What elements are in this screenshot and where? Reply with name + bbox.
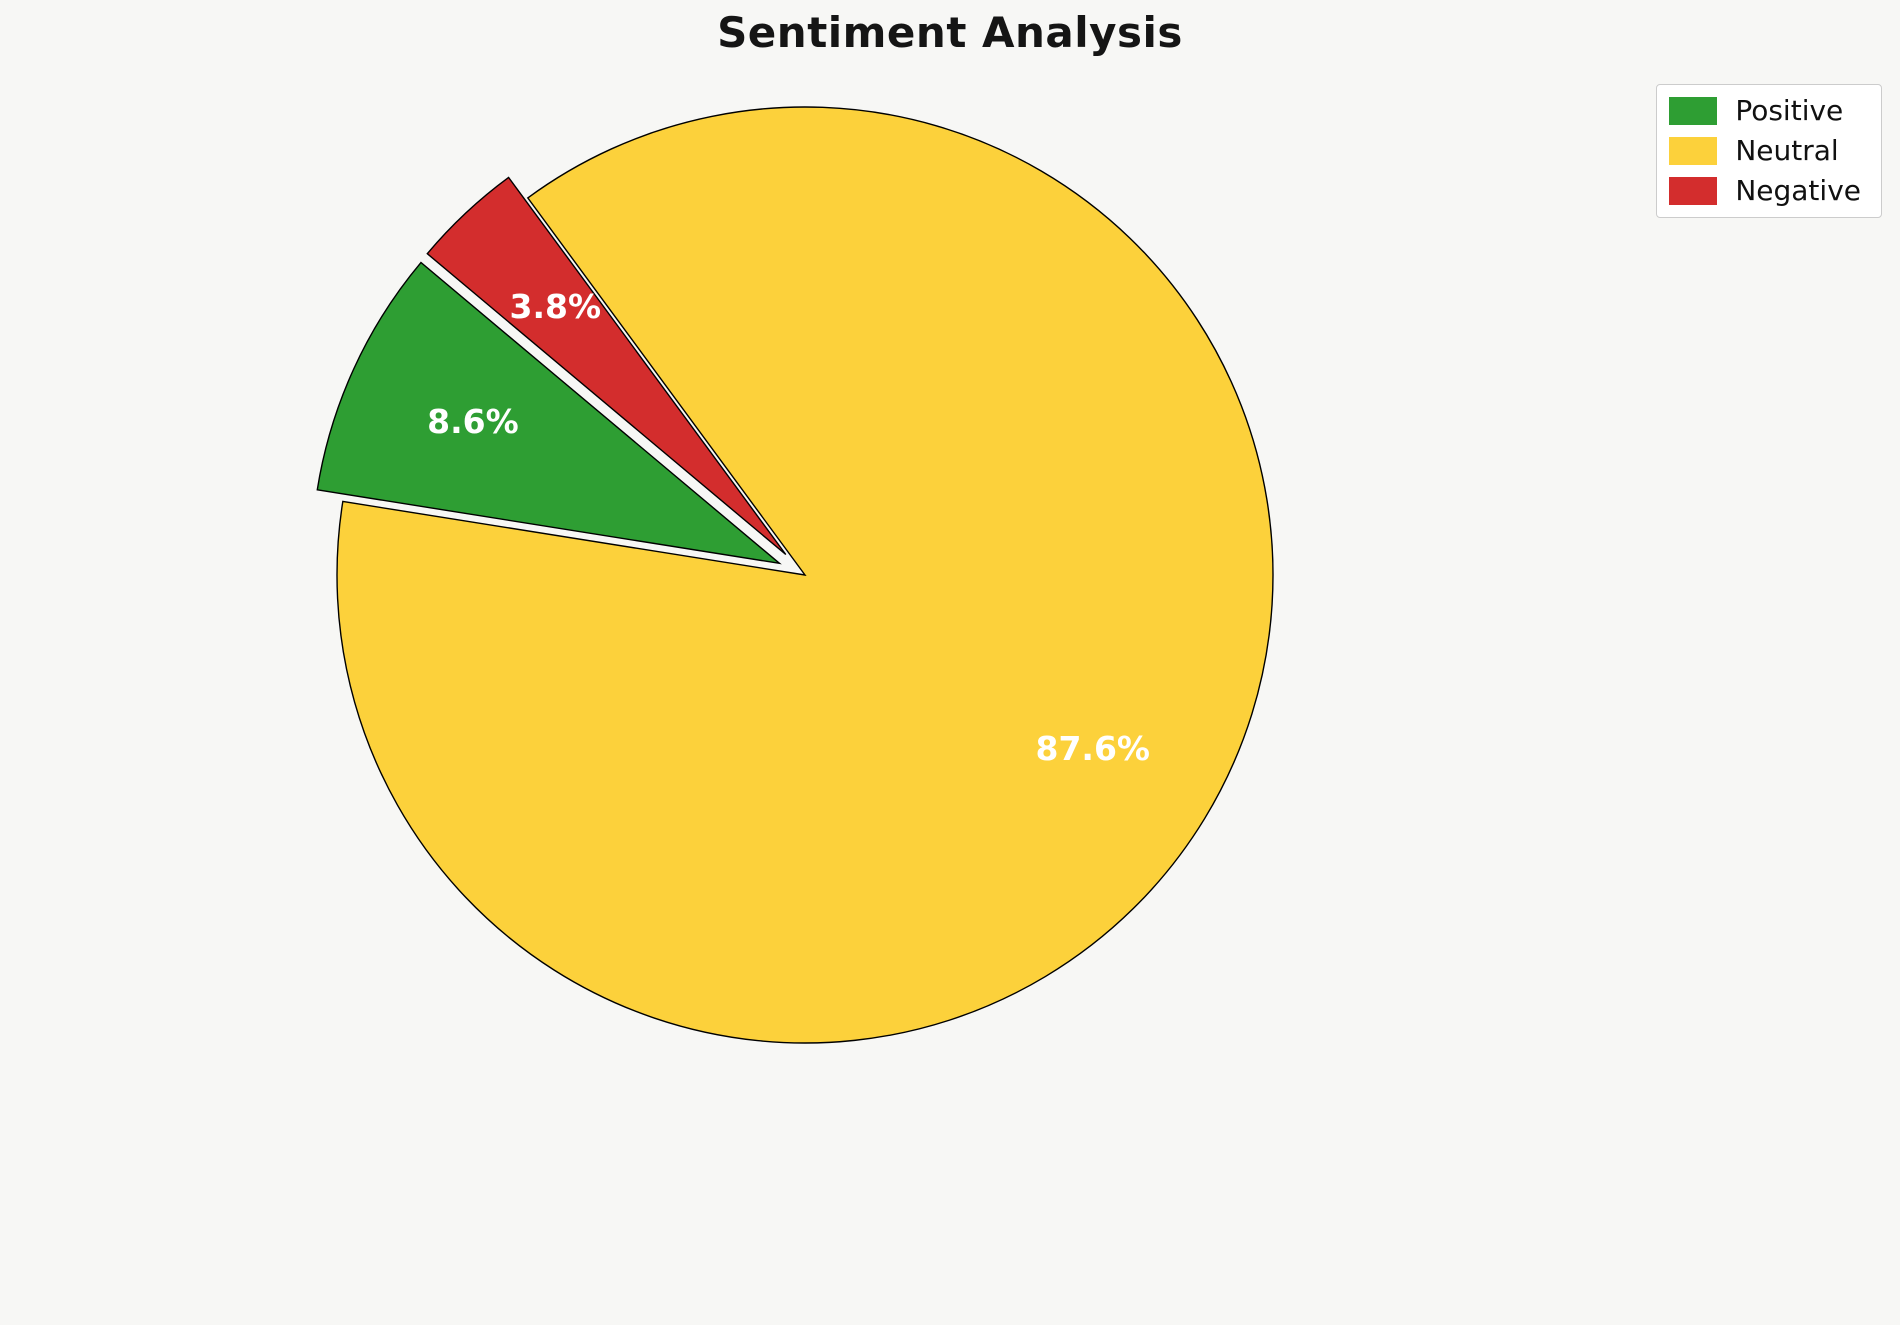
legend-swatch-positive-icon	[1669, 97, 1718, 125]
slice-label-neutral: 87.6%	[1035, 729, 1150, 768]
legend-swatch-negative-icon	[1669, 177, 1718, 205]
pie-slice-neutral	[336, 106, 1274, 1044]
slice-label-positive: 8.6%	[427, 402, 519, 441]
legend-item-negative: Negative	[1669, 177, 1861, 205]
legend-swatch-neutral-icon	[1669, 137, 1718, 165]
pie-slice-positive	[316, 261, 782, 565]
legend: Positive Neutral Negative	[1656, 84, 1882, 218]
legend-item-positive: Positive	[1669, 97, 1861, 125]
slice-label-negative: 3.8%	[510, 287, 602, 326]
chart-title: Sentiment Analysis	[717, 8, 1183, 57]
legend-item-neutral: Neutral	[1669, 137, 1861, 165]
legend-label-negative: Negative	[1735, 174, 1861, 207]
legend-label-neutral: Neutral	[1735, 134, 1839, 167]
pie-slice-negative	[426, 176, 787, 556]
legend-label-positive: Positive	[1735, 94, 1844, 127]
